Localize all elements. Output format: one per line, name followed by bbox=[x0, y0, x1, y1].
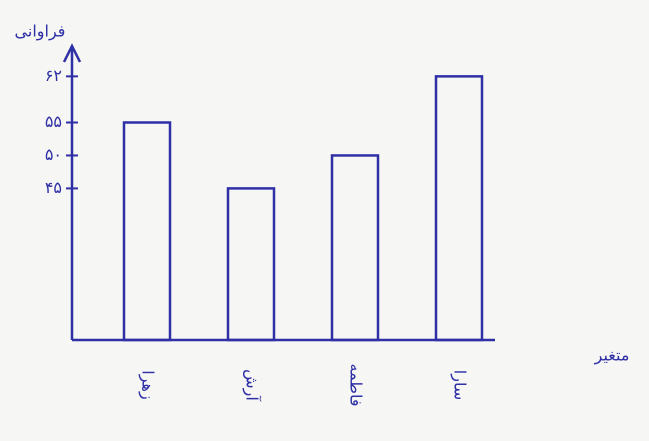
y-tick-label: ۵۵ bbox=[45, 112, 62, 131]
x-tick-label: فاطمه bbox=[347, 363, 366, 406]
x-tick-label: سارا bbox=[450, 370, 470, 400]
x-tick-label: زهرا bbox=[138, 370, 158, 399]
bar bbox=[330, 154, 380, 342]
x-axis-label: متغیر bbox=[594, 346, 630, 366]
bar bbox=[434, 75, 484, 342]
bar bbox=[226, 187, 276, 342]
y-axis-label: فراوانی bbox=[15, 22, 66, 42]
y-tick-label: ۶۲ bbox=[45, 66, 62, 85]
y-axis-arrow bbox=[62, 43, 82, 63]
y-tick-label: ۵۰ bbox=[45, 145, 62, 164]
y-tick-label: ۴۵ bbox=[45, 178, 62, 197]
x-tick-label: آرش bbox=[242, 369, 262, 402]
bar bbox=[122, 121, 172, 342]
